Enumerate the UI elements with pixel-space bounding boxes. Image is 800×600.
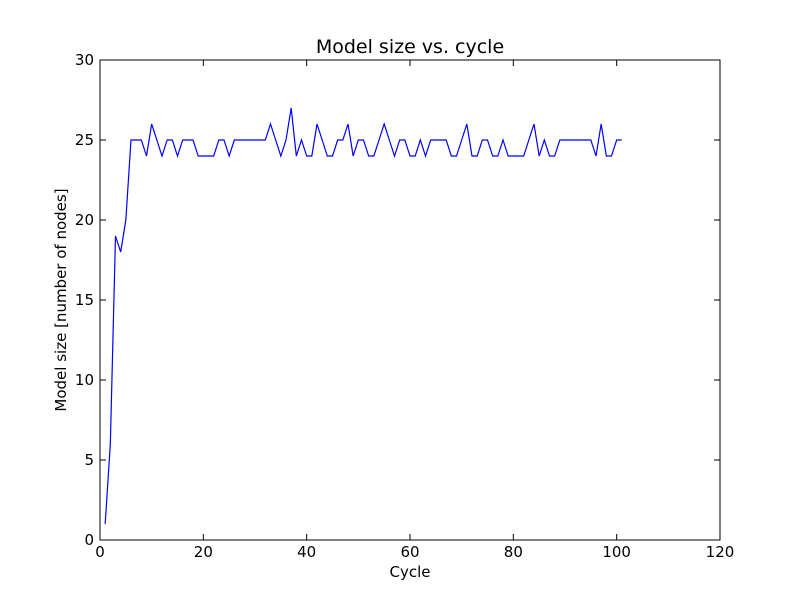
x-tick-label: 40 — [297, 543, 316, 561]
x-tick-label: 60 — [400, 543, 419, 561]
x-tick-label: 120 — [706, 543, 735, 561]
y-tick-label: 5 — [84, 451, 94, 469]
series-line — [104, 107, 622, 525]
x-axis: 0 20 40 60 80 100 120 — [95, 60, 734, 561]
chart-title: Model size vs. cycle — [316, 36, 504, 58]
x-tick-label: 20 — [194, 543, 213, 561]
plot-area — [104, 107, 622, 525]
y-tick-label: 0 — [84, 531, 94, 549]
x-axis-label: Cycle — [390, 563, 431, 581]
x-tick-label: 100 — [602, 543, 631, 561]
x-tick-label: 0 — [95, 543, 105, 561]
y-tick-label: 30 — [75, 51, 94, 69]
y-tick-label: 10 — [75, 371, 94, 389]
y-axis-label: Model size [number of nodes] — [52, 188, 70, 411]
y-tick-label: 15 — [75, 291, 94, 309]
y-tick-label: 20 — [75, 211, 94, 229]
x-tick-label: 80 — [504, 543, 523, 561]
y-axis: 0 5 10 15 20 25 30 — [75, 51, 720, 549]
y-tick-label: 25 — [75, 131, 94, 149]
